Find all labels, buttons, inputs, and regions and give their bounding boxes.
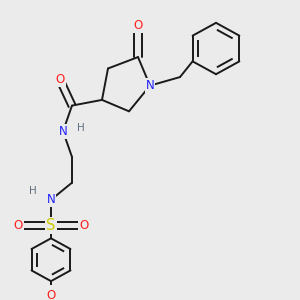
Text: O: O <box>56 74 64 86</box>
Text: H: H <box>77 123 85 134</box>
Text: O: O <box>134 19 142 32</box>
Text: N: N <box>46 193 56 206</box>
Text: N: N <box>58 125 68 138</box>
Text: H: H <box>29 186 37 196</box>
Text: S: S <box>46 218 56 233</box>
Text: O: O <box>80 219 88 232</box>
Text: N: N <box>146 79 154 92</box>
Text: O: O <box>14 219 22 232</box>
Text: O: O <box>46 289 56 300</box>
